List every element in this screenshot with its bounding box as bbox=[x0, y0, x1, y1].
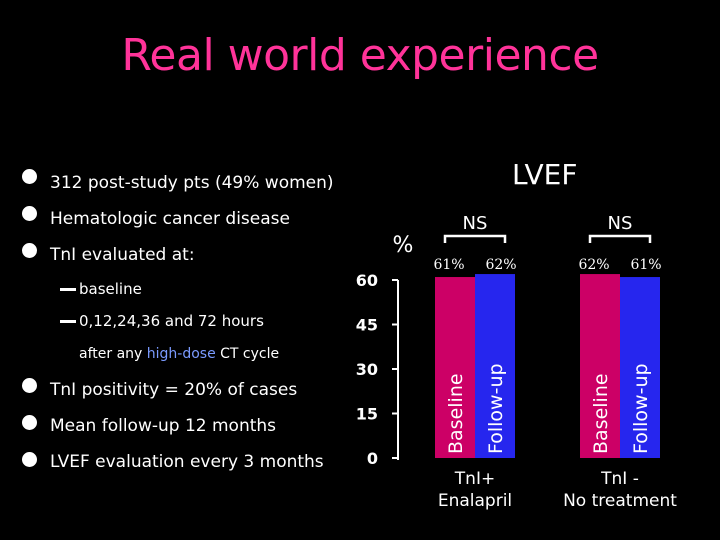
bar-series-label: Baseline bbox=[445, 373, 467, 454]
significance-bracket bbox=[443, 234, 507, 243]
bar-value-label: 61% bbox=[630, 257, 661, 273]
after-text-before: after any bbox=[79, 346, 143, 362]
bar-series-label: Follow-up bbox=[630, 363, 652, 454]
sub-bullet: baseline bbox=[60, 280, 142, 298]
sub-bullet-text: baseline bbox=[79, 280, 142, 298]
significance-label: NS bbox=[463, 213, 488, 234]
bullet-item: TnI evaluated at: bbox=[22, 239, 382, 269]
dash-marker bbox=[60, 288, 76, 291]
group-label: Enalapril bbox=[438, 491, 512, 511]
high-dose-highlight: high-dose bbox=[146, 346, 216, 362]
bullet-text: TnI positivity = 20% of cases bbox=[50, 380, 298, 400]
dash-marker bbox=[60, 320, 76, 323]
group-label: TnI+ bbox=[454, 469, 495, 489]
bullet-item: 312 post-study pts (49% women) bbox=[22, 165, 382, 195]
y-axis-label: % bbox=[393, 233, 414, 258]
bar-value-label: 62% bbox=[485, 257, 516, 273]
bullet-item: TnI positivity = 20% of cases bbox=[22, 374, 382, 404]
bullet-text: Hematologic cancer disease bbox=[50, 209, 290, 229]
bar-value-label: 62% bbox=[578, 257, 609, 273]
bar-followup bbox=[475, 274, 515, 458]
group-label: TnI - bbox=[600, 469, 639, 489]
bullet-dot bbox=[22, 378, 37, 393]
y-tick-label: 30 bbox=[356, 360, 378, 379]
y-tick-label: 15 bbox=[356, 405, 378, 424]
bullet-text: 312 post-study pts (49% women) bbox=[50, 173, 334, 193]
chart-title: LVEF bbox=[512, 158, 578, 191]
sub-bullet-text: 0,12,24,36 and 72 hours bbox=[79, 312, 264, 330]
bar-series-label: Follow-up bbox=[485, 363, 507, 454]
bullet-dot bbox=[22, 452, 37, 467]
significance-label: NS bbox=[608, 213, 633, 234]
y-tick-label: 60 bbox=[356, 271, 378, 290]
bar-series-label: Baseline bbox=[590, 373, 612, 454]
bullet-dot bbox=[22, 243, 37, 258]
bullet-item: Mean follow-up 12 months bbox=[22, 411, 382, 441]
bar-baseline bbox=[580, 274, 620, 458]
bullet-dot bbox=[22, 206, 37, 221]
bullet-text: Mean follow-up 12 months bbox=[50, 416, 277, 436]
y-tick-label: 0 bbox=[367, 449, 378, 468]
bullet-item: LVEF evaluation every 3 months bbox=[22, 448, 382, 478]
bar-followup bbox=[620, 277, 660, 458]
bullet-item: Hematologic cancer disease bbox=[22, 202, 382, 232]
sub-bullet: 0,12,24,36 and 72 hours bbox=[60, 312, 264, 330]
significance-bracket bbox=[588, 234, 652, 243]
bullet-dot bbox=[22, 415, 37, 430]
y-tick-label: 45 bbox=[356, 316, 378, 335]
bullet-text: TnI evaluated at: bbox=[50, 245, 195, 265]
bar-baseline bbox=[435, 277, 475, 458]
bullet-text: LVEF evaluation every 3 months bbox=[50, 452, 324, 472]
slide-title: Real world experience bbox=[121, 30, 599, 81]
after-cycle-line: after any high-dose CT cycle bbox=[79, 346, 279, 362]
group-label: No treatment bbox=[563, 491, 677, 511]
after-text-after: CT cycle bbox=[220, 346, 280, 362]
bar-value-label: 61% bbox=[433, 257, 464, 273]
bullet-dot bbox=[22, 169, 37, 184]
